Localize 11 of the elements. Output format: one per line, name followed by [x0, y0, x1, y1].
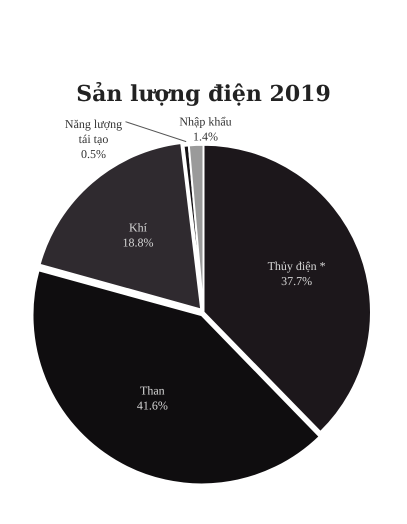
slice-label: Than: [140, 383, 165, 398]
data-label: 18.8%: [122, 236, 154, 250]
slice-label: Thủy điện *: [268, 258, 326, 273]
chart-title: Sản lượng điện 2019: [76, 80, 331, 107]
data-label: 41.6%: [136, 398, 168, 412]
slice-label: Nhập khẩu: [179, 114, 232, 128]
data-label: 1.4%: [193, 129, 218, 144]
slice-label: Năng lượng tái tạo: [64, 116, 122, 146]
slice-label: Khí: [128, 220, 148, 235]
data-label: 37.7%: [281, 274, 312, 288]
data-label: 0.5%: [81, 146, 106, 161]
